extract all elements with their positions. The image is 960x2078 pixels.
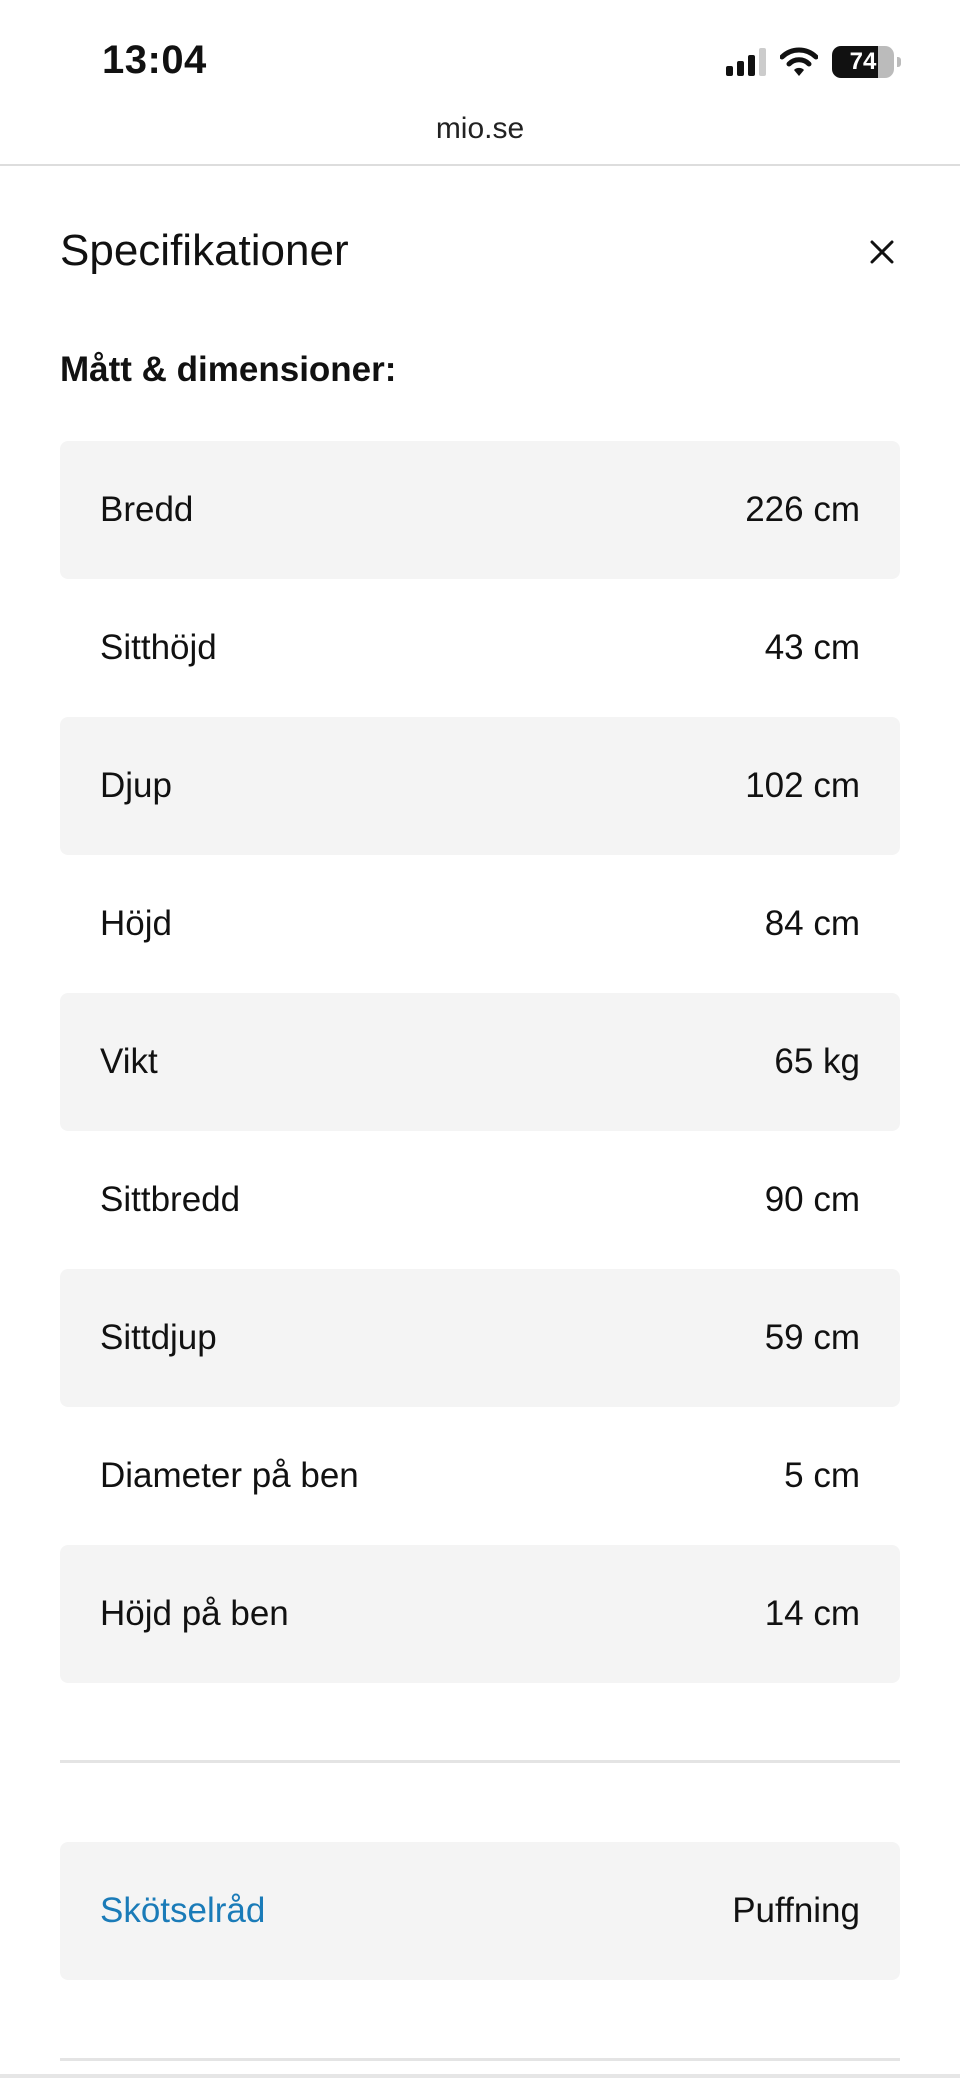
spec-row: Diameter på ben 5 cm [60,1407,900,1545]
spec-label: Vikt [100,1042,158,1081]
battery-level: 74 [849,48,877,75]
spec-label: Sittdjup [100,1318,217,1357]
spec-label: Höjd [100,904,172,943]
spec-label: Bredd [100,490,194,529]
spec-value: 102 cm [745,766,860,805]
battery-icon: 74 [832,46,901,78]
spec-value: 226 cm [745,490,860,529]
wifi-icon [780,47,818,76]
section-title: Mått & dimensioner: [60,350,397,389]
close-icon[interactable] [862,232,902,272]
spec-list: Bredd 226 cm Sitthöjd 43 cm Djup 102 cm Höjd 84… [60,441,900,1683]
spec-label: Sittbredd [100,1180,241,1219]
spec-row: Bredd 226 cm [60,441,900,579]
status-bar: 13:04 74 [0,0,960,110]
signal-icon [726,48,766,76]
spec-row: Sittbredd 90 cm [60,1131,900,1269]
spec-row: Sitthöjd 43 cm [60,579,900,717]
url-bar[interactable]: mio.se [435,112,525,145]
status-time: 13:04 [102,38,207,82]
spec-value: 84 cm [764,904,860,943]
spec-value: 43 cm [764,628,860,667]
page-title: Specifikationer [60,226,349,275]
spec-row: Höjd på ben 14 cm [60,1545,900,1683]
spec-label: Höjd på ben [100,1594,289,1633]
care-value: Puffning [732,1891,860,1930]
spec-label: Sitthöjd [100,628,217,667]
spec-row: Sittdjup 59 cm [60,1269,900,1407]
status-icons: 74 [726,46,901,78]
care-row: Skötselråd Puffning [60,1842,900,1980]
spec-row: Djup 102 cm [60,717,900,855]
spec-row: Vikt 65 kg [60,993,900,1131]
spec-value: 59 cm [764,1318,860,1357]
spec-label: Diameter på ben [100,1456,359,1495]
spec-row: Höjd 84 cm [60,855,900,993]
divider [0,164,960,166]
spec-value: 65 kg [774,1042,860,1081]
spec-value: 5 cm [784,1456,860,1495]
spec-label: Djup [100,766,172,805]
divider [0,2074,960,2078]
divider [60,2058,900,2061]
care-link[interactable]: Skötselråd [100,1891,266,1930]
divider [60,1760,900,1763]
spec-value: 14 cm [764,1594,860,1633]
spec-value: 90 cm [764,1180,860,1219]
